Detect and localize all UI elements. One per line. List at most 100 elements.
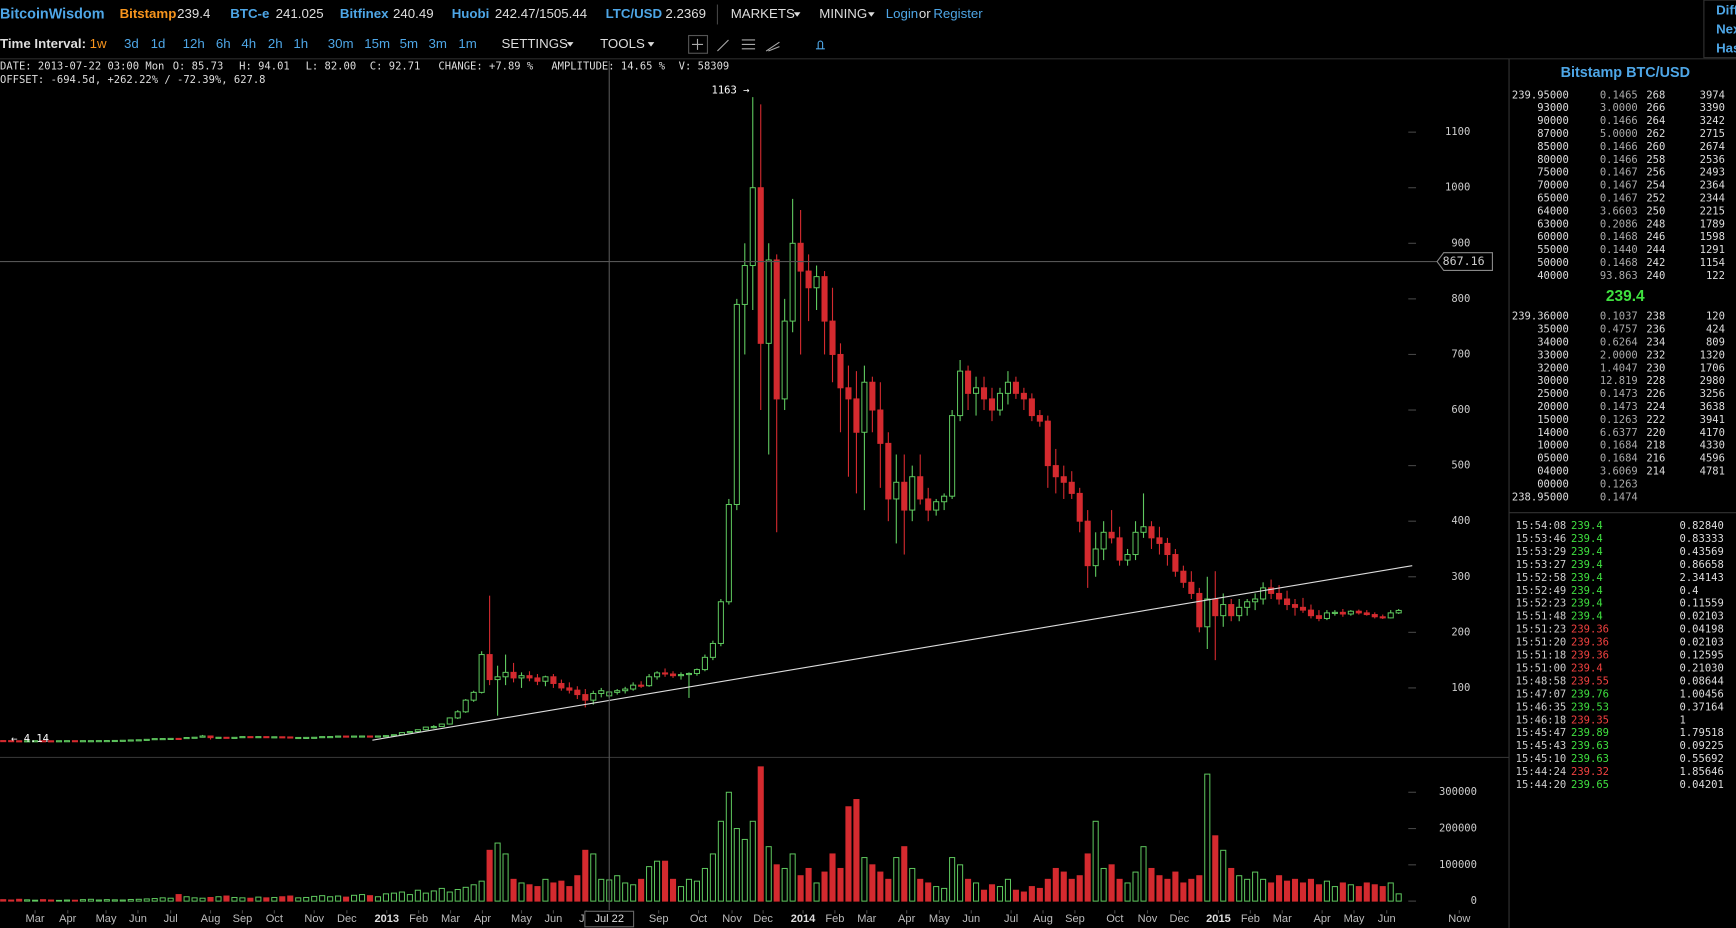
candle-body xyxy=(63,740,71,743)
menu[interactable]: MINING xyxy=(819,6,867,21)
register-link[interactable]: Register xyxy=(933,6,983,21)
interval[interactable]: 30m xyxy=(328,36,354,51)
ticker-name[interactable]: Bitstamp xyxy=(120,6,177,21)
volume-bar xyxy=(0,899,7,902)
volume-bar xyxy=(749,820,756,902)
candle-body xyxy=(47,740,55,743)
tools-menu[interactable]: TOOLS xyxy=(600,36,645,51)
ticker-name[interactable]: LTC/USD xyxy=(606,6,663,21)
ob-depth: 250 xyxy=(1646,205,1665,217)
ticker-name[interactable]: Huobi xyxy=(452,6,490,21)
interval[interactable]: 12h xyxy=(183,36,205,51)
ob-total: 4170 xyxy=(1700,427,1725,439)
volume-bar xyxy=(1076,875,1083,902)
interval[interactable]: 5m xyxy=(400,36,418,51)
x-tick-label: May xyxy=(1344,913,1365,925)
ob-price: 10000 xyxy=(1537,440,1569,452)
candle-body xyxy=(159,738,166,741)
volume-bar xyxy=(1180,882,1187,902)
tool-alert[interactable] xyxy=(815,40,825,50)
ticker-name[interactable]: Bitfinex xyxy=(340,6,389,21)
volume-bar xyxy=(877,871,884,902)
x-tick-label: May xyxy=(511,913,532,925)
interval[interactable]: 6h xyxy=(216,36,231,51)
candle-body xyxy=(135,739,142,742)
volume-bar xyxy=(1020,891,1027,902)
candle-body xyxy=(965,370,972,394)
ob-price: 50000 xyxy=(1537,257,1569,269)
candle-body xyxy=(821,276,828,322)
trade-time: 15:51:20 xyxy=(1516,637,1567,649)
candle-body xyxy=(231,736,238,739)
candle-body xyxy=(319,736,326,739)
y-tick-label: 1100 xyxy=(1445,126,1470,138)
trade-amount: 0.55692 xyxy=(1680,753,1724,765)
volume-bar xyxy=(1156,875,1163,902)
candle-body xyxy=(869,381,876,411)
interval[interactable]: 4h xyxy=(241,36,256,51)
ob-amount: 0.1467 xyxy=(1600,193,1638,205)
side-item[interactable]: Diff xyxy=(1716,3,1736,18)
interval[interactable]: 1d xyxy=(151,36,166,51)
volume-bar xyxy=(988,884,996,902)
settings-menu[interactable]: SETTINGS xyxy=(502,36,568,51)
volume-bar xyxy=(1028,886,1035,902)
candle-body xyxy=(1060,476,1067,483)
candle-body xyxy=(1252,598,1259,603)
side-item[interactable]: Has xyxy=(1716,40,1736,55)
ob-total: 120 xyxy=(1706,311,1725,323)
volume-bar xyxy=(717,820,724,902)
interval[interactable]: 2h xyxy=(268,36,283,51)
ob-depth: 216 xyxy=(1646,453,1665,465)
x-tick-label: 2014 xyxy=(791,913,816,925)
candle-body xyxy=(486,654,493,681)
menu[interactable]: MARKETS xyxy=(731,6,795,21)
interval[interactable]: 1h xyxy=(293,36,308,51)
x-tick-label: Jun xyxy=(129,913,147,925)
ob-amount: 0.1684 xyxy=(1600,440,1638,452)
trade-price: 239.4 xyxy=(1571,533,1603,545)
volume-bar xyxy=(550,882,557,902)
ob-amount: 0.1684 xyxy=(1600,453,1638,465)
ob-total: 4781 xyxy=(1700,466,1725,478)
volume-bar xyxy=(470,884,477,902)
trade-amount: 2.34143 xyxy=(1680,572,1724,584)
candle-body xyxy=(566,687,573,691)
side-item[interactable]: Nex xyxy=(1716,22,1736,37)
ob-amount: 0.6264 xyxy=(1600,337,1638,349)
candle-body xyxy=(151,738,158,741)
candle-body xyxy=(311,736,318,739)
candle-body xyxy=(1315,615,1322,619)
interval[interactable]: 3d xyxy=(124,36,139,51)
tool-cross[interactable] xyxy=(688,34,709,54)
volume-bar xyxy=(183,896,190,902)
tool-hlines[interactable] xyxy=(741,39,756,50)
candle-body xyxy=(1260,587,1267,600)
candle-body xyxy=(1188,581,1195,594)
volume-bar xyxy=(1116,878,1123,902)
tool-fib[interactable] xyxy=(765,41,780,52)
interval[interactable]: 1w xyxy=(90,36,107,51)
y-tick-label: 400 xyxy=(1451,515,1470,527)
candle-body xyxy=(861,381,868,433)
login-link[interactable]: Login xyxy=(886,6,918,21)
ticker-name[interactable]: BTC-e xyxy=(230,6,269,21)
candle-body xyxy=(1012,381,1019,394)
tool-line[interactable] xyxy=(717,39,729,52)
candle-body xyxy=(1180,570,1187,583)
x-tick-label: Feb xyxy=(825,913,844,925)
candle-body xyxy=(582,694,589,701)
volume-bar xyxy=(1387,882,1394,902)
candle-body xyxy=(741,265,748,305)
volume-bar xyxy=(175,894,182,902)
brand[interactable]: BitcoinWisdom xyxy=(0,6,105,22)
trade-price: 239.89 xyxy=(1571,727,1609,739)
ob-total: 3242 xyxy=(1700,115,1725,127)
volume-bar xyxy=(646,866,653,902)
interval[interactable]: 3m xyxy=(428,36,446,51)
candle-body xyxy=(677,674,685,677)
volume-bar xyxy=(16,898,23,902)
interval[interactable]: 1m xyxy=(458,36,476,51)
interval[interactable]: 15m xyxy=(364,36,390,51)
